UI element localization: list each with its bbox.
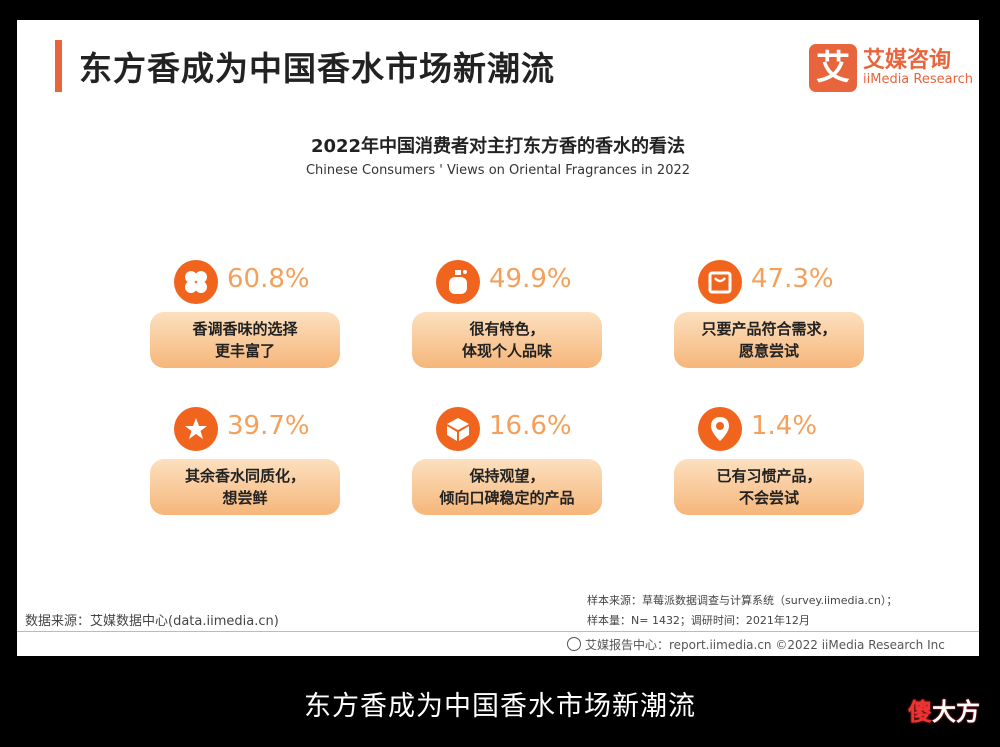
iimedia-logo: 艾 艾媒咨询 iiMedia Research	[803, 40, 973, 96]
view-label-line2: 不会尝试	[738, 489, 799, 507]
view-item-1: 60.8% 香调香味的选择 更丰富了	[150, 260, 340, 380]
view-label-box: 已有习惯产品， 不会尝试	[674, 459, 864, 515]
clover-icon	[174, 260, 218, 304]
view-label-line1: 香调香味的选择	[192, 320, 298, 338]
shopping-bag-icon	[698, 260, 742, 304]
view-label-line2: 更丰富了	[214, 342, 275, 360]
view-item-6: 1.4% 已有习惯产品， 不会尝试	[674, 407, 864, 527]
data-source: 数据来源：艾媒数据中心(data.iimedia.cn)	[25, 614, 279, 629]
view-label-line1: 已有习惯产品，	[716, 467, 822, 485]
watermark-part2: 大方	[932, 698, 980, 726]
view-label-line2: 倾向口碑稳定的产品	[439, 489, 575, 507]
percent-value: 39.7%	[227, 411, 310, 441]
view-item-4: 39.7% 其余香水同质化， 想尝鲜	[150, 407, 340, 527]
logo-cn-text: 艾媒咨询	[863, 48, 952, 73]
view-item-2: 49.9% 很有特色， 体现个人品味	[412, 260, 602, 380]
view-label-box: 其余香水同质化， 想尝鲜	[150, 459, 340, 515]
page-title: 东方香成为中国香水市场新潮流	[79, 49, 555, 88]
view-item-3: 47.3% 只要产品符合需求， 愿意尝试	[674, 260, 864, 380]
view-label-line1: 保持观望，	[469, 467, 545, 485]
percent-value: 16.6%	[489, 411, 572, 441]
view-label-box: 只要产品符合需求， 愿意尝试	[674, 312, 864, 368]
view-label-box: 香调香味的选择 更丰富了	[150, 312, 340, 368]
view-label-line2: 愿意尝试	[738, 342, 799, 360]
view-label-line1: 只要产品符合需求，	[701, 320, 837, 338]
percent-value: 1.4%	[751, 411, 818, 441]
percent-value: 60.8%	[227, 264, 310, 294]
percent-value: 47.3%	[751, 264, 834, 294]
slide: 东方香成为中国香水市场新潮流 艾 艾媒咨询 iiMedia Research 2…	[17, 20, 979, 656]
perfume-bottle-icon	[436, 260, 480, 304]
sample-size: 样本量：N= 1432；调研时间：2021年12月	[587, 614, 810, 627]
title-accent-bar	[55, 40, 62, 92]
footer: 艾媒报告中心：report.iimedia.cn ©2022 iiMedia R…	[567, 636, 945, 653]
view-label-line1: 其余香水同质化，	[184, 467, 305, 485]
view-label-box: 很有特色， 体现个人品味	[412, 312, 602, 368]
view-item-5: 16.6% 保持观望， 倾向口碑稳定的产品	[412, 407, 602, 527]
footer-text: 艾媒报告中心：report.iimedia.cn ©2022 iiMedia R…	[585, 638, 945, 652]
logo-mark: 艾	[809, 44, 857, 92]
view-label-line2: 体现个人品味	[461, 342, 552, 360]
sample-source: 样本来源：草莓派数据调查与计算系统（survey.iimedia.cn）；	[587, 594, 898, 607]
star-icon	[174, 407, 218, 451]
view-label-box: 保持观望， 倾向口碑稳定的产品	[412, 459, 602, 515]
chart-subtitle: Chinese Consumers ' Views on Oriental Fr…	[305, 163, 691, 178]
view-label-line2: 想尝鲜	[222, 489, 268, 507]
logo-en-text: iiMedia Research	[863, 72, 974, 87]
location-pin-icon	[698, 407, 742, 451]
cube-icon	[436, 407, 480, 451]
channel-watermark: 傻大方	[908, 692, 980, 727]
view-label-line1: 很有特色，	[469, 320, 545, 338]
report-center-icon	[567, 637, 581, 651]
chart-title: 2022年中国消费者对主打东方香的香水的看法	[310, 136, 686, 157]
video-caption: 东方香成为中国香水市场新潮流	[304, 691, 696, 722]
footer-divider	[17, 631, 979, 632]
watermark-part1: 傻	[908, 698, 932, 726]
percent-value: 49.9%	[489, 264, 572, 294]
